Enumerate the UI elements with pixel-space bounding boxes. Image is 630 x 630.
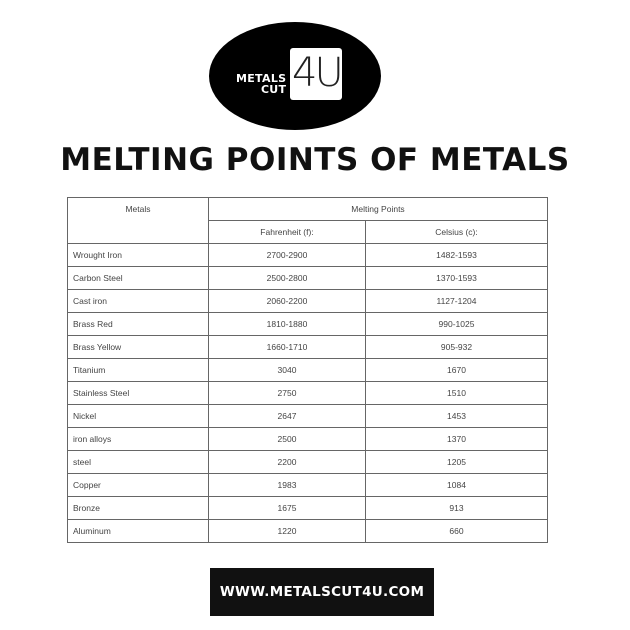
table-row: Titanium 3040 1670 <box>67 358 548 382</box>
metal-name: Aluminum <box>67 519 209 543</box>
table-row: steel 2200 1205 <box>67 450 548 474</box>
fahrenheit-value: 1675 <box>208 496 366 520</box>
fahrenheit-value: 2750 <box>208 381 366 405</box>
fahrenheit-value: 2060-2200 <box>208 289 366 313</box>
table-row: Nickel 2647 1453 <box>67 404 548 428</box>
header-metals: Metals <box>67 197 209 244</box>
fahrenheit-value: 2647 <box>208 404 366 428</box>
fahrenheit-value: 2700-2900 <box>208 243 366 267</box>
logo: METALS CUT 4U <box>209 22 381 130</box>
table-row: Carbon Steel 2500-2800 1370-1593 <box>67 266 548 290</box>
metal-name: Bronze <box>67 496 209 520</box>
table-row: Cast iron 2060-2200 1127-1204 <box>67 289 548 313</box>
metal-name: Titanium <box>67 358 209 382</box>
metal-name: Nickel <box>67 404 209 428</box>
table-row: Brass Red 1810-1880 990-1025 <box>67 312 548 336</box>
metal-name: Cast iron <box>67 289 209 313</box>
metal-name: Copper <box>67 473 209 497</box>
celsius-value: 660 <box>365 519 548 543</box>
header-fahrenheit: Fahrenheit (f): <box>208 220 366 244</box>
table-row: Bronze 1675 913 <box>67 496 548 520</box>
celsius-value: 1370 <box>365 427 548 451</box>
logo-line1: METALS <box>236 72 287 85</box>
table-row: Copper 1983 1084 <box>67 473 548 497</box>
fahrenheit-value: 2200 <box>208 450 366 474</box>
metal-name: Wrought Iron <box>67 243 209 267</box>
table-row: Wrought Iron 2700-2900 1482-1593 <box>67 243 548 267</box>
fahrenheit-value: 2500-2800 <box>208 266 366 290</box>
fahrenheit-value: 1220 <box>208 519 366 543</box>
logo-mark: 4U <box>290 48 344 100</box>
celsius-value: 905-932 <box>365 335 548 359</box>
celsius-value: 1670 <box>365 358 548 382</box>
metal-name: Brass Red <box>67 312 209 336</box>
melting-points-table: Metals Melting Points Fahrenheit (f): Ce… <box>67 197 548 543</box>
logo-text: METALS CUT <box>236 73 286 95</box>
celsius-value: 1482-1593 <box>365 243 548 267</box>
fahrenheit-value: 1660-1710 <box>208 335 366 359</box>
header-celsius: Celsius (c): <box>365 220 548 244</box>
celsius-value: 1370-1593 <box>365 266 548 290</box>
metal-name: Brass Yellow <box>67 335 209 359</box>
website-url: WWW.METALSCUT4U.COM <box>219 584 425 600</box>
celsius-value: 1453 <box>365 404 548 428</box>
celsius-value: 1205 <box>365 450 548 474</box>
celsius-value: 1127-1204 <box>365 289 548 313</box>
metal-name: Stainless Steel <box>67 381 209 405</box>
page-title: MELTING POINTS OF METALS <box>60 142 570 178</box>
logo-mark-text: 4U <box>292 50 344 96</box>
celsius-value: 1084 <box>365 473 548 497</box>
fahrenheit-value: 1810-1880 <box>208 312 366 336</box>
celsius-value: 1510 <box>365 381 548 405</box>
logo-line2: CUT <box>260 83 287 96</box>
fahrenheit-value: 3040 <box>208 358 366 382</box>
website-banner: WWW.METALSCUT4U.COM <box>210 568 434 616</box>
metal-name: Carbon Steel <box>67 266 209 290</box>
fahrenheit-value: 2500 <box>208 427 366 451</box>
fahrenheit-value: 1983 <box>208 473 366 497</box>
celsius-value: 990-1025 <box>365 312 548 336</box>
header-melting-points: Melting Points <box>208 197 548 221</box>
metal-name: steel <box>67 450 209 474</box>
metal-name: iron alloys <box>67 427 209 451</box>
table-row: Aluminum 1220 660 <box>67 519 548 543</box>
table-row: Stainless Steel 2750 1510 <box>67 381 548 405</box>
table-row: iron alloys 2500 1370 <box>67 427 548 451</box>
celsius-value: 913 <box>365 496 548 520</box>
table-row: Brass Yellow 1660-1710 905-932 <box>67 335 548 359</box>
